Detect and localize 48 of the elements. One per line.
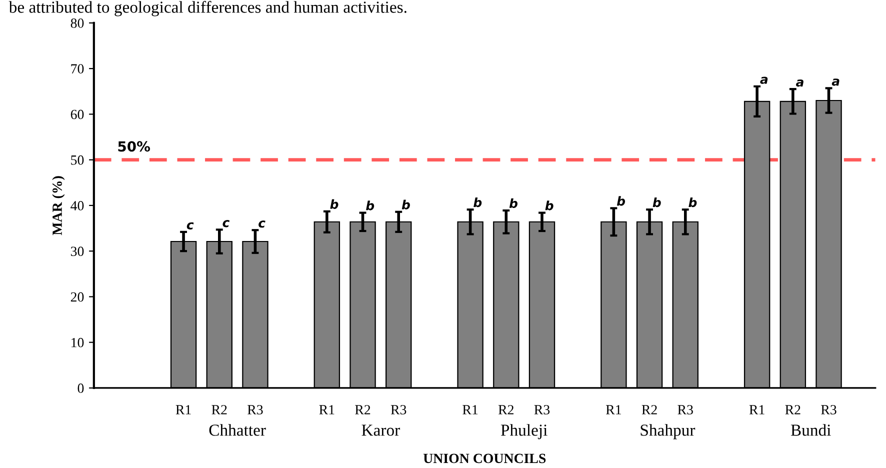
text: Karor	[362, 424, 400, 436]
y-tick-label: 60	[70, 110, 84, 120]
text: be attributed to geological differences and human activities.	[8, 0, 406, 16]
text: Bundi	[790, 424, 831, 436]
data-label: b	[474, 197, 482, 208]
data-label: b	[545, 200, 554, 210]
data-label: b	[366, 200, 374, 210]
y-tick-label: 20	[70, 292, 84, 302]
data-label: b	[509, 198, 518, 208]
data-label: b	[652, 197, 661, 208]
x-tick-label: R3	[248, 405, 263, 414]
text: Phuleji	[500, 424, 548, 440]
data-label: b	[616, 196, 626, 206]
data-label: c	[222, 220, 230, 228]
data-label: a	[796, 79, 804, 87]
x-tick-label: R1	[319, 405, 334, 414]
y-tick-label: 40	[70, 201, 84, 210]
data-label: b	[330, 199, 338, 209]
y-tick-label: 80	[70, 18, 84, 28]
data-label: b	[688, 197, 697, 208]
x-tick-label: R3	[534, 405, 550, 414]
y-tick-label: 0	[78, 384, 84, 393]
ref-line-label: 50%	[118, 141, 150, 152]
data-label: a	[832, 78, 840, 86]
text: Chhatter	[209, 424, 266, 436]
data-label: a	[760, 76, 768, 84]
data-label: c	[258, 220, 266, 228]
x-tick-label: R3	[821, 405, 836, 414]
x-tick-label: R2	[212, 405, 227, 414]
x-tick-label: R2	[785, 405, 800, 414]
data-label: b	[402, 200, 410, 210]
x-tick-label: R2	[355, 405, 370, 414]
x-axis-title: UNION COUNCILS	[423, 454, 546, 464]
y-tick-label: 10	[72, 338, 84, 348]
x-tick-label: R1	[462, 405, 478, 414]
y-axis-title: MAR (%)	[52, 176, 65, 236]
y-tick-label: 70	[71, 64, 84, 74]
text: Shahpur	[640, 424, 696, 440]
data-label: c	[186, 222, 194, 230]
x-tick-label: R2	[642, 405, 657, 414]
x-tick-label: R3	[678, 405, 693, 414]
x-tick-label: R3	[390, 405, 406, 414]
x-tick-label: R1	[176, 405, 191, 414]
x-tick-label: R2	[498, 405, 514, 414]
y-tick-label: 50	[71, 155, 84, 165]
x-tick-label: R1	[606, 405, 621, 414]
x-tick-label: R1	[749, 405, 764, 414]
y-tick-label: 30	[70, 246, 84, 256]
